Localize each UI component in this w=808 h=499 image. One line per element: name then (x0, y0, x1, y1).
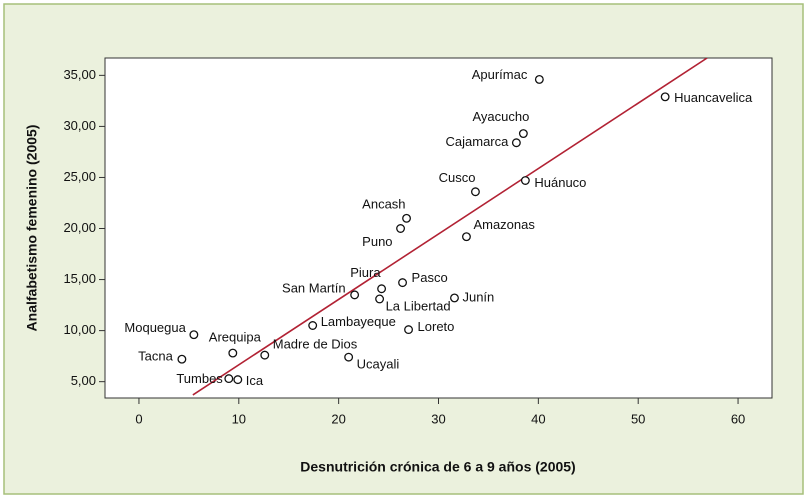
point-label: La Libertad (386, 298, 451, 313)
point (534, 74, 544, 84)
point-label: San Martín (282, 280, 346, 295)
point-label: Tumbes (176, 371, 223, 386)
point-label: Huancavelica (674, 90, 753, 105)
point-label: Moquegua (124, 320, 186, 335)
point-label: Loreto (418, 319, 455, 334)
point (462, 232, 471, 242)
point (450, 293, 459, 303)
point (375, 294, 385, 304)
x-tick-label: 60 (731, 411, 745, 426)
y-tick-label: 30,00 (63, 118, 96, 133)
x-tick-label: 30 (431, 411, 445, 426)
point (404, 325, 413, 335)
point-label: Amazonas (473, 217, 535, 232)
point-label: Madre de Dios (273, 337, 358, 352)
point-label: Ica (246, 373, 264, 388)
x-tick-label: 40 (531, 411, 545, 426)
x-tick-label: 20 (331, 411, 345, 426)
x-tick-label: 10 (232, 411, 246, 426)
point-label: Ucayali (357, 357, 400, 372)
point-label: Ancash (362, 197, 405, 212)
point (470, 187, 480, 197)
point (233, 375, 243, 385)
point (377, 284, 387, 294)
y-tick-label: 15,00 (63, 271, 96, 286)
y-tick-label: 35,00 (63, 67, 96, 82)
point (177, 354, 187, 364)
point-label: Tacna (138, 349, 173, 364)
point (228, 348, 238, 358)
point (520, 176, 530, 185)
point-label: Pasco (412, 270, 448, 285)
point (396, 224, 406, 233)
x-tick-label: 50 (631, 411, 645, 426)
y-axis-label: Analfabetismo femenino (2005) (24, 125, 40, 332)
point (344, 352, 354, 362)
point (350, 290, 360, 300)
point (511, 138, 521, 148)
point (224, 374, 234, 384)
point (398, 278, 408, 288)
y-tick-label: 25,00 (63, 169, 96, 184)
point-label: Arequipa (209, 330, 262, 345)
point-label: Piura (350, 265, 381, 280)
point (402, 213, 411, 223)
x-axis-label: Desnutrición crónica de 6 a 9 años (2005… (300, 459, 575, 475)
point-label: Apurímac (472, 67, 528, 82)
fit-line (192, 58, 708, 396)
point-label: Cajamarca (446, 134, 510, 149)
point-label: Ayacucho (473, 109, 530, 124)
point (518, 129, 528, 139)
point (189, 330, 199, 340)
plot-area (104, 57, 773, 399)
y-tick-label: 5,00 (71, 373, 96, 388)
x-tick-label: 0 (135, 411, 142, 426)
point-label: Puno (362, 234, 392, 249)
point (308, 321, 318, 330)
y-tick-label: 20,00 (63, 220, 96, 235)
point (660, 92, 670, 102)
point-label: Junín (462, 289, 494, 304)
point-label: Lambayeque (321, 314, 396, 329)
y-tick-label: 10,00 (63, 322, 96, 337)
point-label: Huánuco (534, 175, 586, 190)
point (260, 350, 270, 360)
point-label: Cusco (439, 170, 476, 185)
